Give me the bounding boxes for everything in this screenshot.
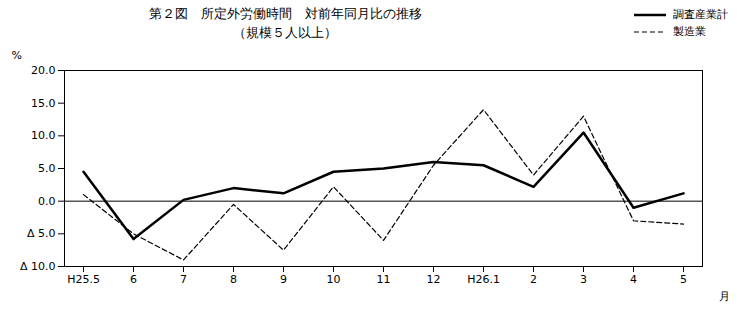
- svg-text:Δ 5.0: Δ 5.0: [27, 227, 56, 240]
- svg-text:7: 7: [180, 273, 187, 286]
- svg-text:10: 10: [327, 273, 341, 286]
- svg-text:20.0: 20.0: [31, 64, 56, 77]
- svg-text:8: 8: [230, 273, 237, 286]
- svg-text:10.0: 10.0: [31, 129, 56, 142]
- html-text:第２図 所定外労働時間 対前年同月比の推移: 第２図 所定外労働時間 対前年同月比の推移: [148, 6, 422, 21]
- svg-text:4: 4: [630, 273, 637, 286]
- svg-text:12: 12: [427, 273, 441, 286]
- svg-text:H26.1: H26.1: [467, 273, 500, 286]
- svg-text:5.0: 5.0: [38, 162, 56, 175]
- html-text:調査産業計: 調査産業計: [673, 8, 728, 21]
- svg-text:%: %: [12, 49, 22, 62]
- svg-text:15.0: 15.0: [31, 97, 56, 110]
- svg-text:0.0: 0.0: [38, 195, 56, 208]
- svg-text:月: 月: [719, 290, 730, 303]
- svg-text:H25.5: H25.5: [67, 273, 100, 286]
- svg-text:2: 2: [530, 273, 537, 286]
- svg-text:5: 5: [680, 273, 687, 286]
- svg-text:Δ 10.0: Δ 10.0: [20, 260, 56, 273]
- svg-text:6: 6: [130, 273, 137, 286]
- svg-text:3: 3: [580, 273, 587, 286]
- svg-text:11: 11: [377, 273, 391, 286]
- html-text:（規模５人以上）: （規模５人以上）: [233, 25, 337, 40]
- html-text:製造業: 製造業: [673, 25, 706, 38]
- svg-text:9: 9: [280, 273, 287, 286]
